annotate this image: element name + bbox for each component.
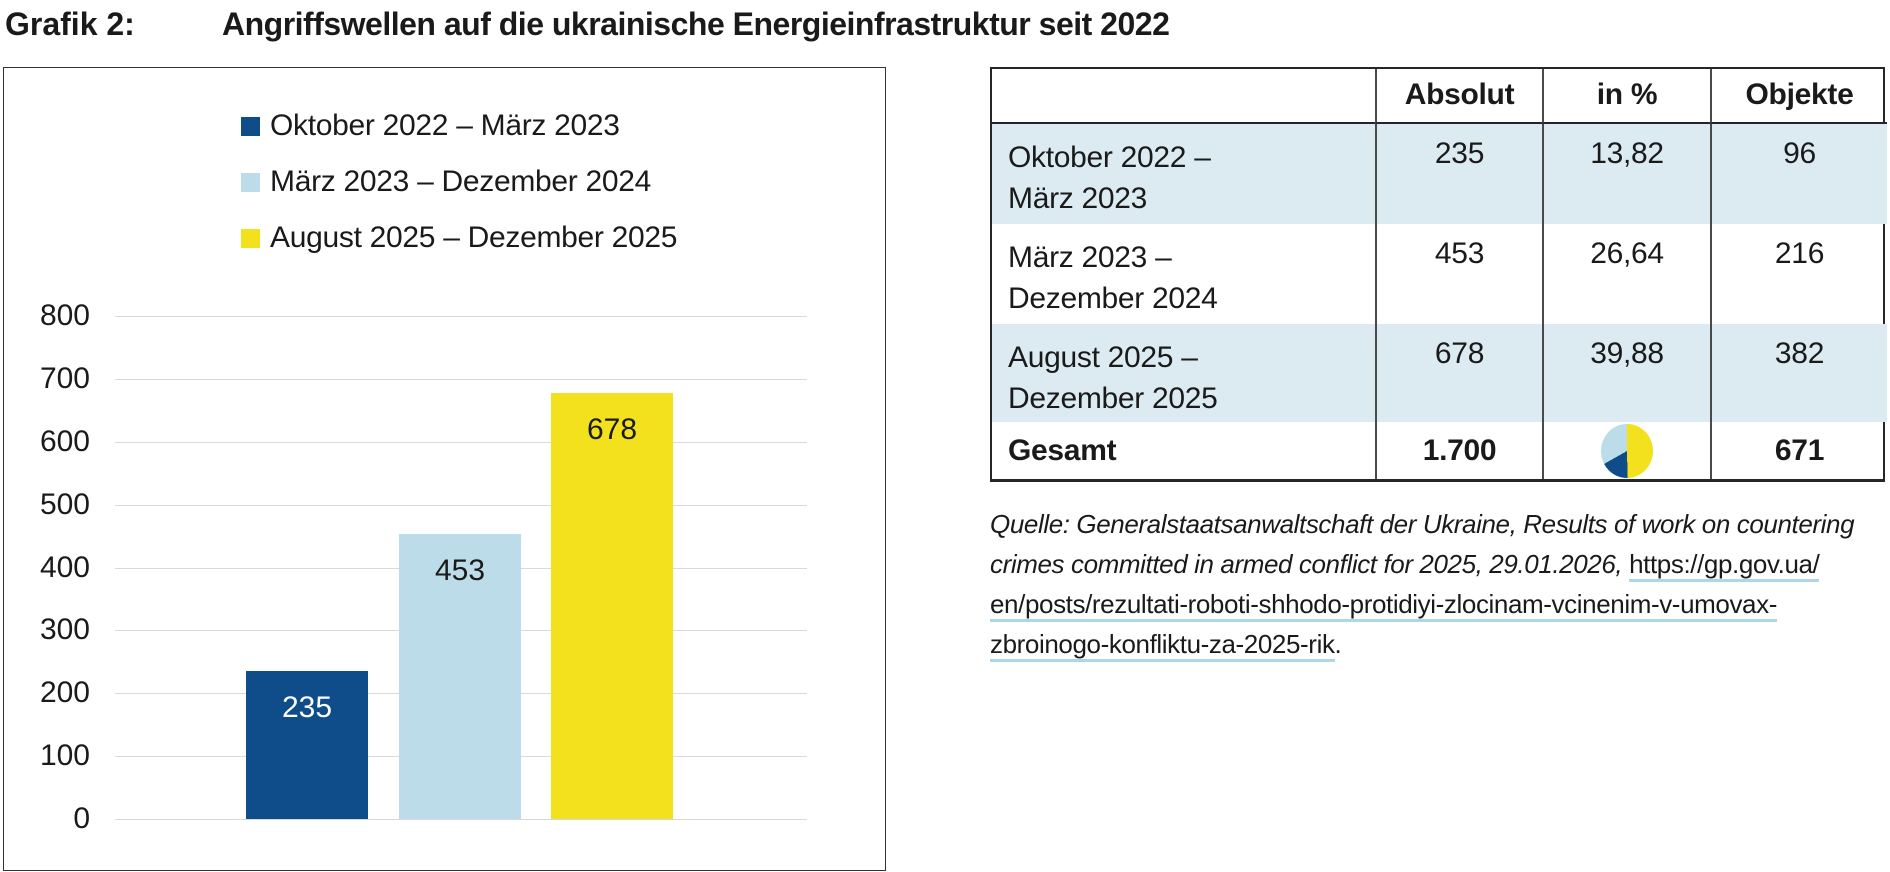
table-value-cell: 382 [1710,324,1887,422]
legend-swatch-icon [241,228,260,248]
bar-3: 678 [551,392,673,819]
table-value-cell: 453 [1375,224,1542,324]
y-axis-tick-label: 700 [39,361,90,395]
table-value-cell: 216 [1710,224,1887,324]
table-header-cell: Absolut [1375,69,1542,124]
table-total-label: Gesamt [1008,434,1117,467]
table-total-percent [1542,422,1710,479]
table-total-absolut: 1.700 [1375,422,1542,479]
source-text: Quelle: Generalstaatsanwaltschaft der Uk… [990,509,1855,539]
source-url-link[interactable]: zbroinogo-konfliktu-za-2025-rik [990,629,1335,662]
source-line: crimes committed in armed conflict for 2… [990,544,1890,584]
legend-item: Oktober 2022 – März 2023 [241,109,620,142]
legend-label: August 2025 – Dezember 2025 [270,221,678,254]
table-value-cell: 13,82 [1542,124,1710,224]
y-gridline [115,441,807,443]
table-header-cell: Objekte [1710,69,1887,124]
source-line: zbroinogo-konfliktu-za-2025-rik. [990,624,1890,664]
bar-2: 453 [399,534,521,819]
y-axis-tick-label: 400 [39,550,90,584]
figure-title: Angriffswellen auf die ukrainische Energ… [222,6,1170,42]
legend-item: August 2025 – Dezember 2025 [241,221,678,254]
source-citation: Quelle: Generalstaatsanwaltschaft der Uk… [990,504,1890,664]
figure-number-label: Grafik 2: [5,6,135,42]
figure-heading: Grafik 2: Angriffswellen auf die ukraini… [0,6,1890,50]
y-gridline [115,819,807,820]
y-axis-tick-label: 200 [39,676,90,710]
table-total-objekte: 671 [1710,422,1887,479]
source-url-link[interactable]: https://gp.gov.ua/ [1629,549,1820,582]
source-line: Quelle: Generalstaatsanwaltschaft der Uk… [990,504,1890,544]
y-axis-tick-label: 100 [39,739,90,773]
legend-swatch-icon [241,116,260,136]
table-value-cell: 235 [1375,124,1542,224]
y-axis-tick-label: 600 [39,424,90,458]
table-row-label: August 2025 – Dezember 2025 [992,324,1375,422]
source-line: en/posts/rezultati-roboti-shhodo-protidi… [990,584,1890,624]
bar-chart-panel: Oktober 2022 – März 2023 März 2023 – Deze… [3,67,886,871]
source-text: crimes committed in armed conflict for 2… [990,549,1630,579]
y-gridline [115,504,807,506]
table-value-cell: 678 [1375,324,1542,422]
y-axis-tick-label: 300 [39,613,90,647]
table-header-cell [992,69,1375,124]
source-url-link[interactable]: en/posts/rezultati-roboti-shhodo-protidi… [990,589,1777,622]
legend-swatch-icon [241,172,260,192]
table-row-label: März 2023 – Dezember 2024 [1008,241,1218,315]
attack-waves-table: Absolut in % Objekte Oktober 2022 – März 202… [990,67,1887,482]
table-value-cell: 96 [1710,124,1887,224]
y-axis-tick-label: 800 [39,299,90,332]
table-header-cell: in % [1542,69,1710,124]
y-gridline [115,378,807,380]
table-value-cell: 39,88 [1542,324,1710,422]
table-row-label: Oktober 2022 – März 2023 [992,124,1375,224]
bar-value-label: 453 [434,554,486,588]
legend-label: Oktober 2022 – März 2023 [270,109,620,142]
legend-item: März 2023 – Dezember 2024 [241,165,652,198]
table-value-cell: 26,64 [1542,224,1710,324]
bar-1: 235 [246,671,368,819]
y-gridline [115,316,807,317]
y-axis-tick-label: 500 [39,487,90,521]
bar-value-label: 235 [281,691,333,725]
pie-chart-icon [1601,423,1653,478]
bar-value-label: 678 [586,412,638,446]
y-axis-tick-label: 0 [73,802,90,835]
source-text: . [1334,629,1342,659]
legend-label: März 2023 – Dezember 2024 [270,165,652,198]
